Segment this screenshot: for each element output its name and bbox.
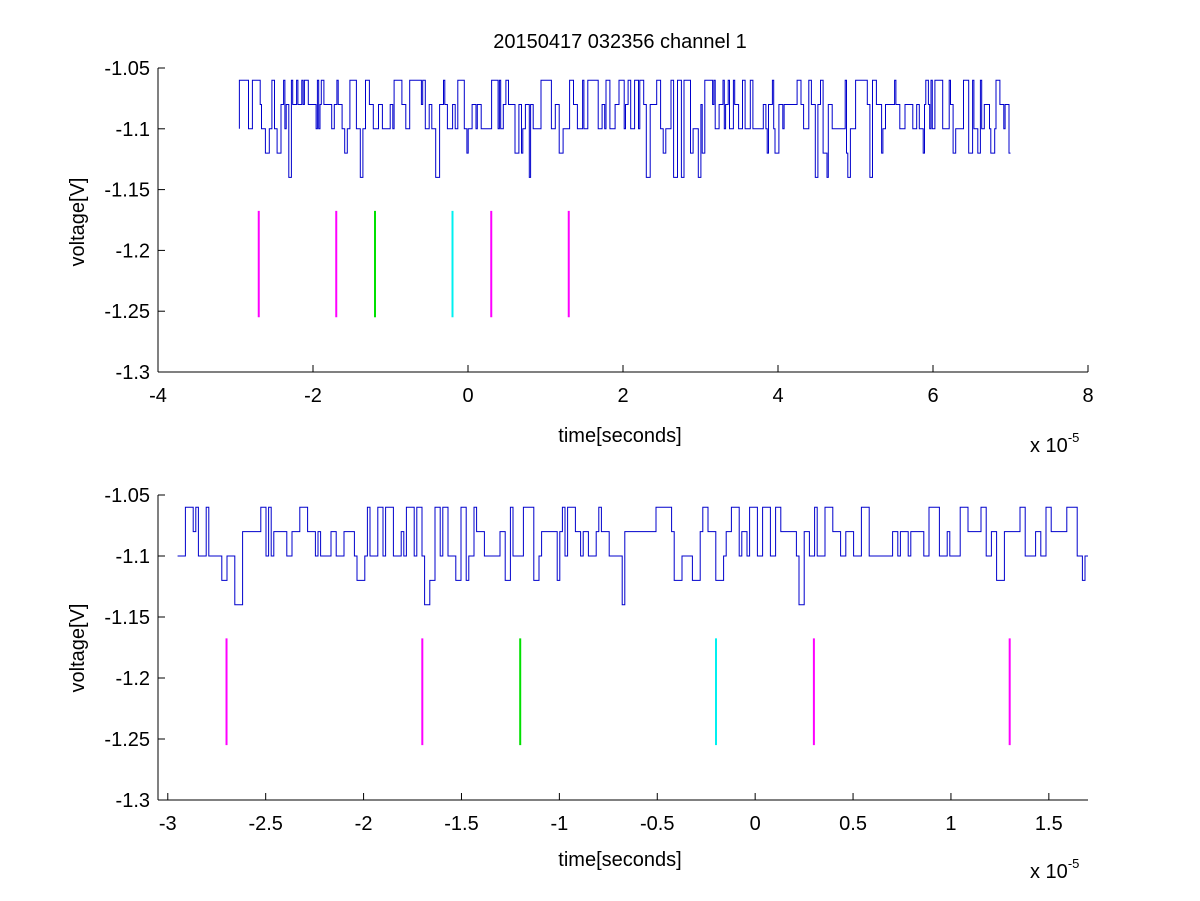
signal-line [177, 506, 1088, 606]
x-tick-label: -2 [304, 385, 322, 407]
y-tick-label: -1.05 [104, 58, 150, 80]
y-tick-label: -1.05 [104, 485, 150, 507]
y-tick-label: -1.15 [104, 180, 150, 202]
bottom-axes: -3 -2.5 -2 -1.5 -1 -0.5 0 0.5 1 1.5 -1.05 -1.1 -1.15… [67, 485, 1088, 883]
y-tick-label: -1.3 [116, 790, 150, 812]
x-tick-label: 1 [945, 813, 956, 835]
bottom-x-axis-label: time[seconds] [558, 849, 681, 871]
x-tick-label: 2 [617, 385, 628, 407]
x-tick-label: -0.5 [640, 813, 674, 835]
bottom-axes-box [157, 494, 1088, 801]
y-tick-label: -1.1 [116, 119, 150, 141]
x-tick-label: 0.5 [839, 813, 867, 835]
chart-title: 20150417 032356 channel 1 [493, 31, 747, 53]
top-x-multiplier: x 10-5 [1030, 430, 1079, 457]
x-tick-label: -2.5 [248, 813, 282, 835]
top-signal-trace [238, 79, 1011, 178]
y-tick-label: -1.25 [104, 301, 150, 323]
y-tick-label: -1.3 [116, 362, 150, 384]
bottom-tick-labels: -3 -2.5 -2 -1.5 -1 -0.5 0 0.5 1 1.5 -1.05 -1.1 -1.15… [104, 485, 1062, 835]
x-tick-label: -1.5 [444, 813, 478, 835]
x-tick-label: -2 [355, 813, 373, 835]
top-event-markers [257, 210, 570, 318]
x-tick-label: -3 [159, 813, 177, 835]
x-tick-label: 1.5 [1035, 813, 1063, 835]
y-tick-label: -1.2 [116, 668, 150, 690]
x-tick-label: -1 [550, 813, 568, 835]
x-tick-label: 0 [462, 385, 473, 407]
top-axes: -4 -2 0 2 4 6 8 -1.05 -1.1 -1.15 -1.2 -1.25 -1.3 tim… [67, 58, 1094, 457]
y-tick-label: -1.2 [116, 240, 150, 262]
top-tick-labels: -4 -2 0 2 4 6 8 -1.05 -1.1 -1.15 -1.2 -1.25 -1.3 [104, 58, 1093, 407]
y-tick-label: -1.1 [116, 546, 150, 568]
y-tick-label: -1.15 [104, 607, 150, 629]
y-tick-label: -1.25 [104, 729, 150, 751]
x-tick-label: 0 [750, 813, 761, 835]
bottom-event-markers [225, 638, 1011, 746]
x-tick-label: -4 [149, 385, 167, 407]
bottom-signal-trace [177, 506, 1088, 606]
x-tick-label: 8 [1082, 385, 1093, 407]
x-tick-label: 6 [927, 385, 938, 407]
top-x-axis-label: time[seconds] [558, 425, 681, 447]
bottom-x-multiplier: x 10-5 [1030, 856, 1079, 883]
bottom-y-axis-label: voltage[V] [67, 604, 89, 693]
top-y-axis-label: voltage[V] [67, 178, 89, 267]
top-axes-box [157, 67, 1089, 373]
signal-line [238, 79, 1011, 178]
x-tick-label: 4 [772, 385, 783, 407]
